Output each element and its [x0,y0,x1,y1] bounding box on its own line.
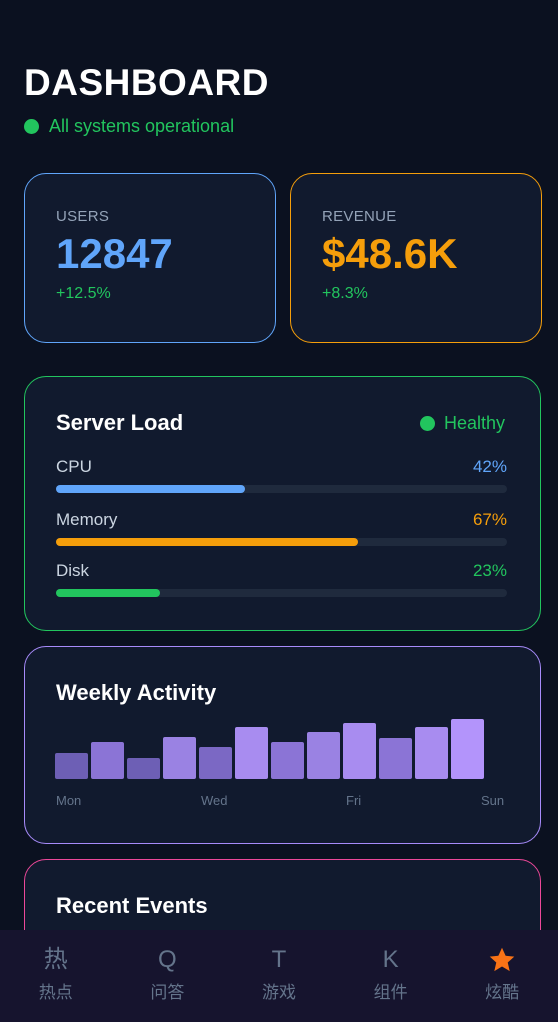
meter-label: Memory [56,510,118,529]
meter-value: 67% [472,510,507,529]
health-dot-icon [419,416,435,431]
meter-track [56,538,507,546]
weekly-activity-title: Weekly Activity [56,680,217,705]
activity-bar [271,742,304,779]
tab-hot[interactable]: 热 热点 [0,930,112,1022]
day-label-wed: Wed [201,793,228,808]
stat-value: $48.6K [322,230,458,277]
stat-label: USERS [56,208,110,225]
tab-games[interactable]: T 游戏 [223,930,335,1022]
tab-cool[interactable]: 炫酷 [446,930,558,1022]
stat-change: +12.5% [56,285,111,303]
tab-label: 热点 [38,983,73,1002]
tab-label: 问答 [150,983,185,1002]
activity-bar [127,758,160,779]
activity-bar [451,719,484,779]
tab-label: 炫酷 [485,983,520,1002]
t-letter-icon: T [271,946,287,973]
meter-track [56,485,507,493]
meter-label: Disk [56,561,90,580]
activity-bar [163,737,196,779]
meter-fill [56,485,246,493]
day-label-fri: Fri [346,793,362,808]
activity-bar-chart [55,717,485,779]
meter-value: 42% [472,457,507,476]
meter-value: 23% [472,561,507,580]
tab-label: 组件 [373,983,408,1002]
page-title: DASHBOARD [24,62,269,103]
recent-events-title: Recent Events [56,893,208,918]
meter-fill [56,589,160,597]
tab-qa[interactable]: Q 问答 [112,930,224,1022]
activity-bar [343,723,376,779]
stat-label: REVENUE [322,208,397,225]
health-text: Healthy [443,413,505,433]
activity-bar [307,732,340,779]
cpu-meter: CPU 42% [56,457,507,493]
stat-value: 12847 [56,230,173,277]
memory-meter: Memory 67% [56,510,507,546]
q-letter-icon: Q [158,946,177,973]
users-stat-card[interactable]: USERS 12847 +12.5% [24,173,276,343]
day-label-sun: Sun [481,793,505,808]
activity-bar [415,727,448,779]
day-label-mon: Mon [56,793,82,808]
tab-components[interactable]: K 组件 [335,930,447,1022]
activity-bar [379,738,412,779]
meter-track [56,589,507,597]
revenue-stat-card[interactable]: REVENUE $48.6K +8.3% [290,173,542,343]
activity-bar [235,727,268,779]
system-status: All systems operational [24,116,234,137]
status-dot-icon [24,119,39,134]
activity-bar [199,747,232,779]
server-load-title: Server Load [56,410,184,435]
hot-icon: 热 [43,946,68,973]
star-icon [488,946,516,974]
health-status: Healthy [419,413,505,434]
disk-meter: Disk 23% [56,561,507,597]
activity-bar [55,753,88,779]
meter-label: CPU [56,457,92,476]
weekly-activity-card[interactable]: Weekly Activity Mon Wed Fri Sun [24,646,541,844]
server-load-card[interactable]: Server Load Healthy CPU 42% Memory 67% [24,376,541,631]
bottom-tab-bar: 热 热点 Q 问答 T 游戏 K 组件 炫酷 [0,930,558,1022]
meter-fill [56,538,359,546]
activity-bar [91,742,124,779]
k-letter-icon: K [382,946,399,973]
status-text: All systems operational [49,116,235,136]
tab-label: 游戏 [261,983,296,1002]
stat-change: +8.3% [322,285,368,303]
